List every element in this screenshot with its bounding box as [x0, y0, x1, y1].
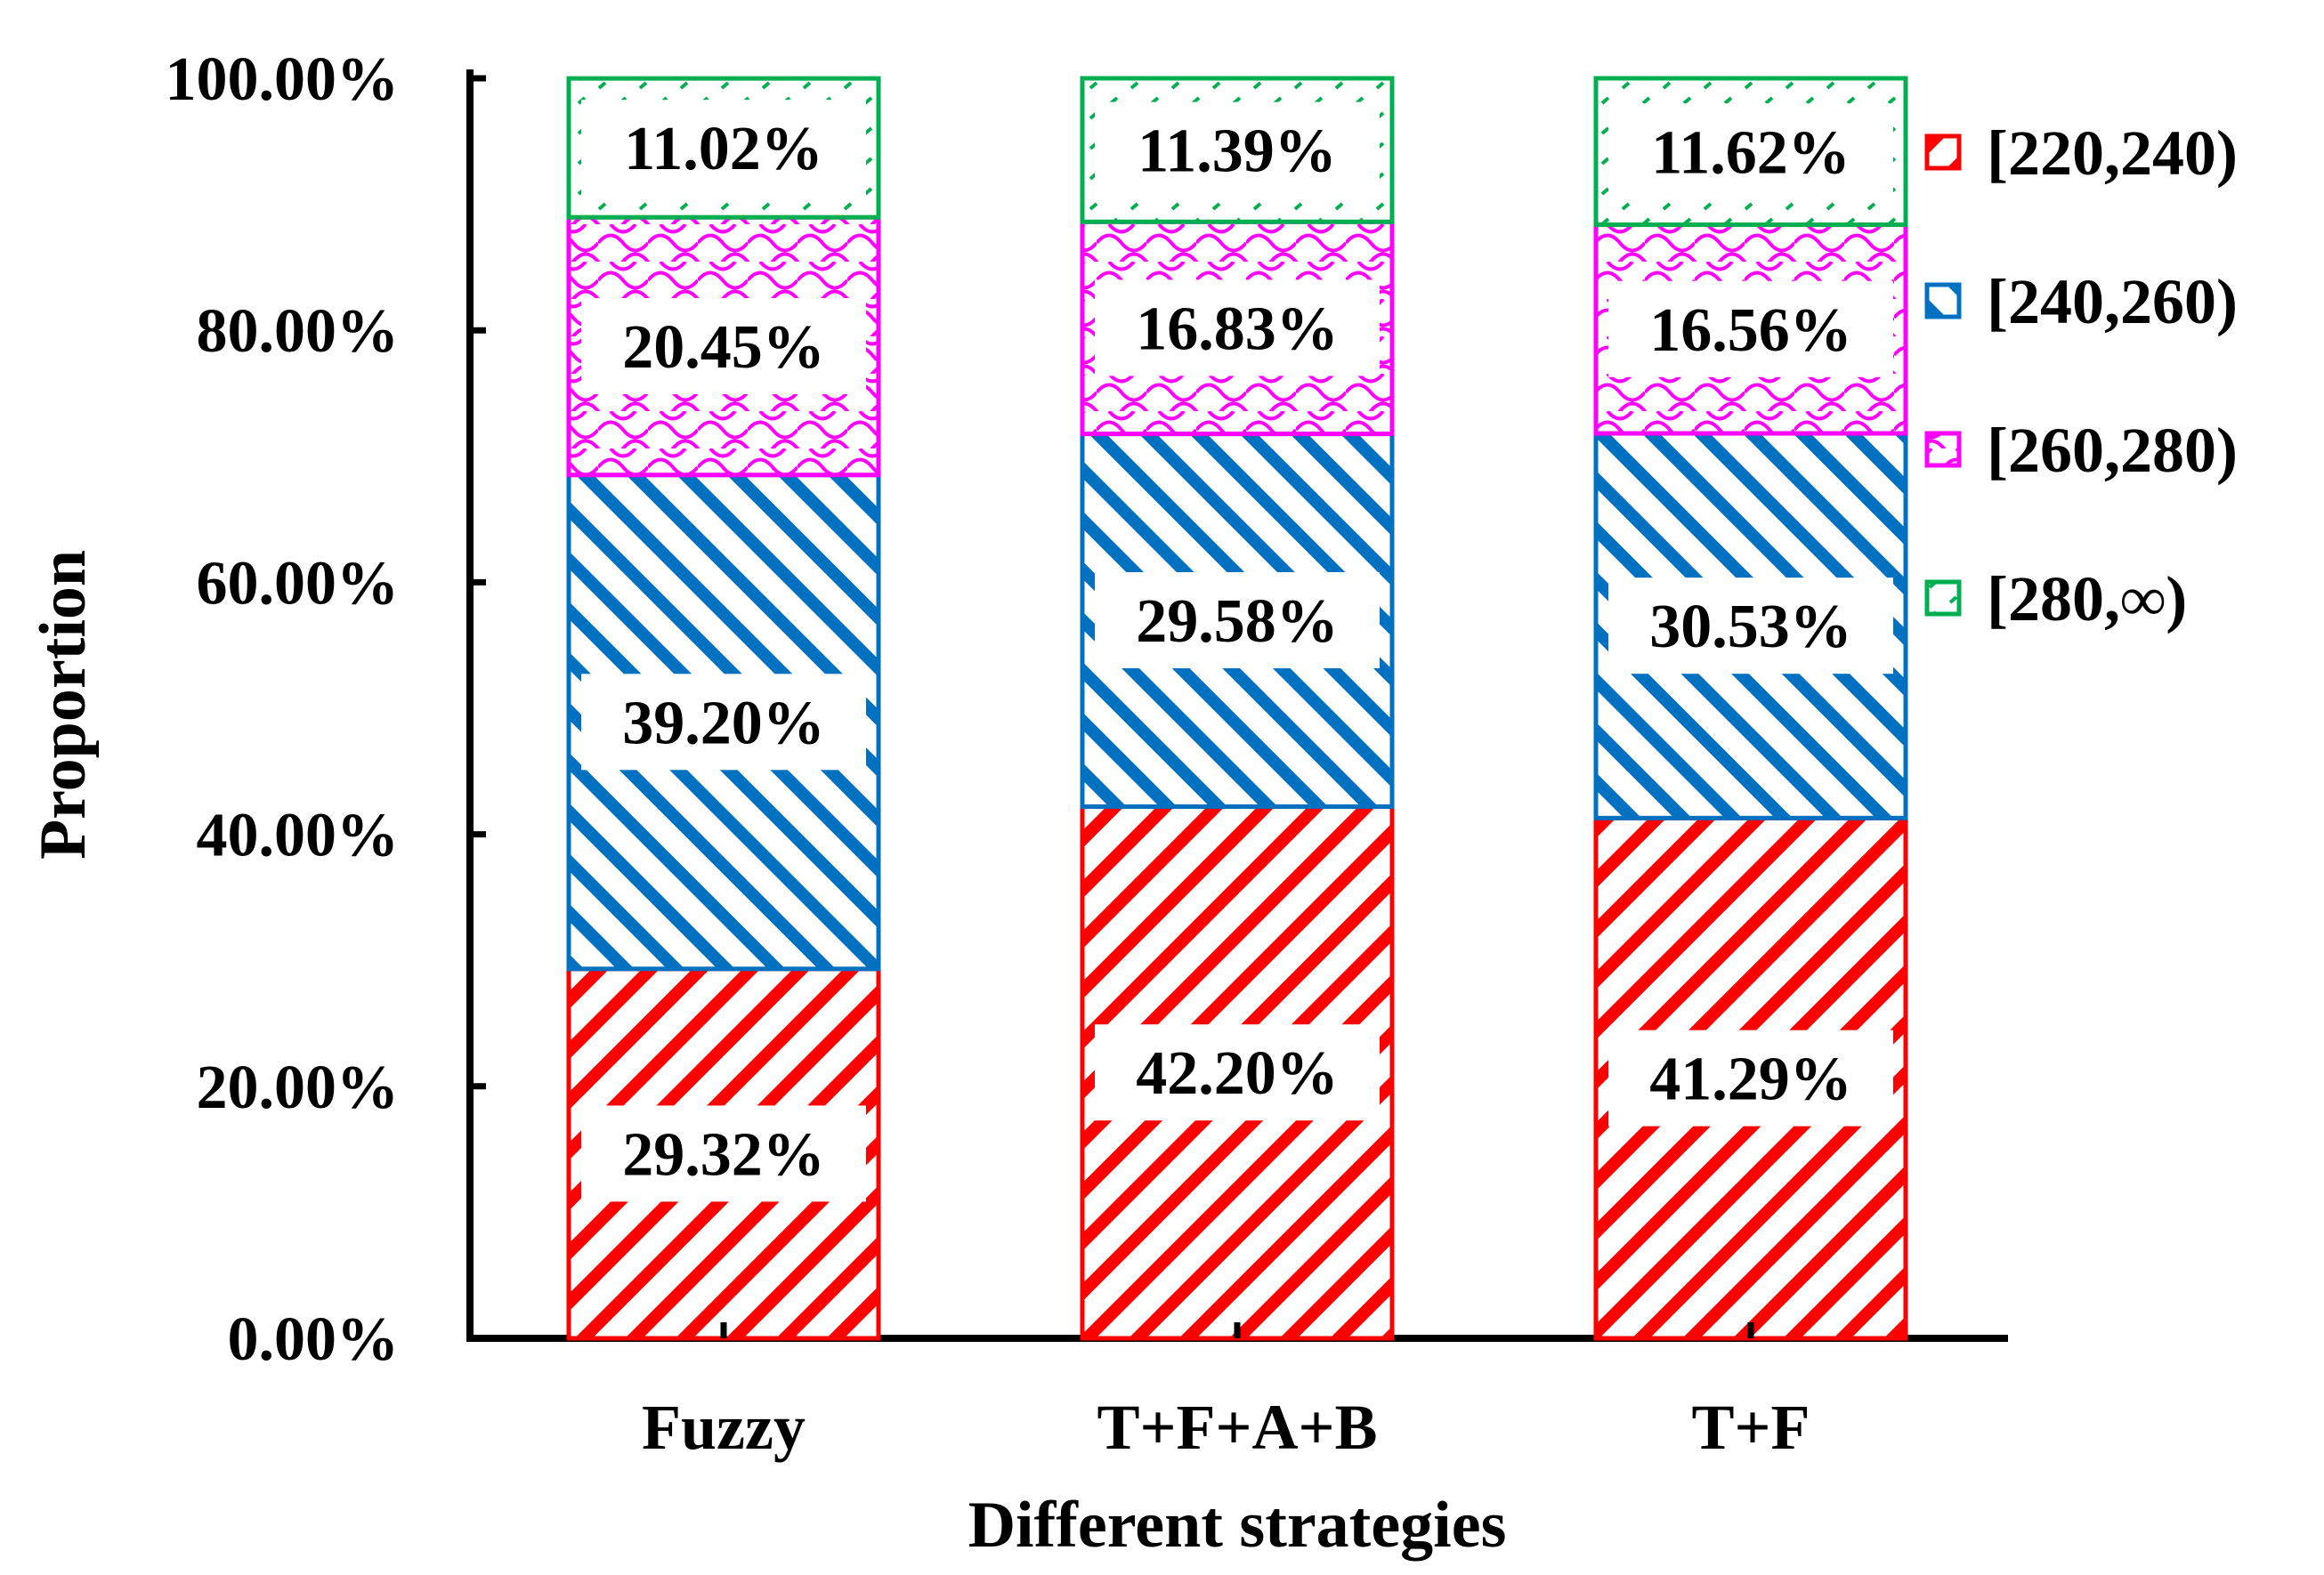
segment-label-box — [581, 297, 866, 394]
x-axis-title: Different strategies — [968, 1489, 1507, 1562]
legend-swatch — [1924, 579, 1962, 617]
category-labels: Fuzzy T+F+A+B T+F — [642, 1322, 1810, 1463]
category-label: Fuzzy — [642, 1392, 806, 1463]
segment-labels: 29.32% 39.20% 20.45% 11.02% 42.20% 29.58% 16.8… — [581, 100, 1893, 1202]
y-tick-label: 60.00% — [197, 549, 400, 618]
segment-label-box — [581, 100, 866, 197]
y-tick-label: 0.00% — [228, 1305, 400, 1374]
y-tick-label: 40.00% — [197, 802, 400, 870]
segment-label-box — [1095, 101, 1380, 198]
category-label: T+F+A+B — [1097, 1392, 1377, 1463]
legend-swatch — [1924, 133, 1962, 171]
legend: [220,240) [240,260) [260,280) [280,∞) — [1924, 117, 2238, 634]
segment-label-box — [1095, 279, 1380, 376]
legend-swatch — [1924, 282, 1962, 319]
category-label: T+F — [1691, 1392, 1810, 1463]
segment-label: 11.02% — [624, 115, 823, 183]
segment-label: 29.32% — [622, 1120, 825, 1189]
segment-label-box — [581, 1105, 866, 1202]
legend-label: [280,∞) — [1987, 563, 2187, 634]
y-tick-label: 20.00% — [197, 1054, 400, 1122]
legend-label: [260,280) — [1987, 415, 2238, 486]
segment-label: 11.62% — [1651, 118, 1850, 187]
segment-label: 41.29% — [1649, 1046, 1852, 1114]
segment-label: 20.45% — [622, 313, 825, 382]
segment-label: 16.56% — [1649, 296, 1852, 365]
legend-swatch — [1924, 431, 1962, 468]
segment-label-box — [1095, 572, 1380, 669]
segment-label-box — [1095, 1024, 1380, 1121]
segment-label-box — [1608, 103, 1893, 200]
y-axis-title: Proportion — [27, 550, 100, 860]
y-tick-label: 100.00% — [166, 45, 400, 114]
segment-label: 30.53% — [1649, 593, 1852, 661]
legend-label: [240,260) — [1987, 266, 2238, 337]
segment-label: 29.58% — [1136, 587, 1339, 656]
segment-label-box — [1608, 1030, 1893, 1127]
segment-label-box — [581, 674, 866, 771]
segment-label: 16.83% — [1136, 295, 1339, 363]
segment-label: 42.20% — [1136, 1039, 1339, 1108]
y-axis-ticks: 0.00% 20.00% 40.00% 60.00% 80.00% 100.00% — [166, 45, 486, 1374]
segment-label: 39.20% — [622, 689, 825, 757]
segment-label-box — [1608, 280, 1893, 377]
segment-label-box — [1608, 578, 1893, 674]
segment-label: 11.39% — [1138, 117, 1337, 186]
y-tick-label: 80.00% — [197, 297, 400, 366]
legend-label: [220,240) — [1987, 117, 2238, 189]
